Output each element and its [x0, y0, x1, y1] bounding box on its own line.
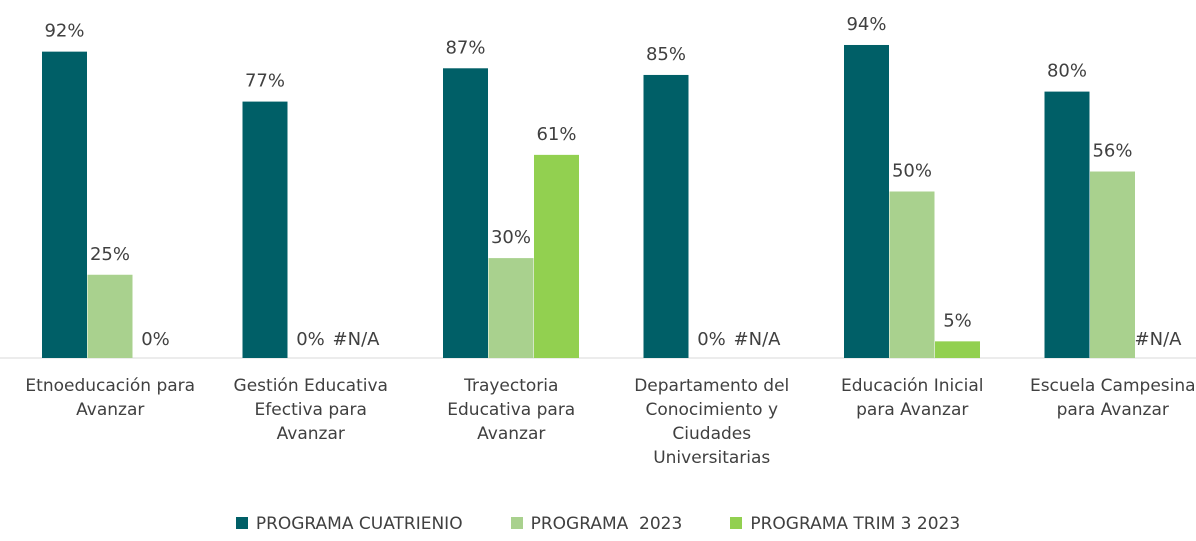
data-label: 50% [892, 161, 932, 182]
data-label: 0% [296, 329, 325, 350]
data-label: #N/A [333, 329, 381, 350]
bar [42, 51, 87, 358]
x-tick-label: Etnoeducación para Avanzar [25, 376, 196, 420]
data-label: 30% [491, 227, 531, 248]
x-tick-label: Gestión Educativa Efectiva para Avanzar [233, 376, 388, 444]
data-label: 77% [245, 71, 285, 92]
data-label: 80% [1047, 61, 1087, 82]
data-label: 0% [141, 329, 170, 350]
data-label: 94% [846, 14, 886, 35]
x-tick-label: Escuela Campesina para Avanzar [1029, 376, 1196, 420]
bar [534, 154, 579, 358]
data-label: 56% [1092, 141, 1132, 162]
legend-item: PROGRAMA 2023 [510, 514, 683, 534]
data-label: 61% [536, 124, 576, 145]
legend: PROGRAMA CUATRIENIO PROGRAMA 2023 PROGRAMA… [0, 514, 1196, 534]
data-label: 87% [445, 37, 485, 58]
legend-swatch [730, 517, 743, 529]
data-label: 85% [646, 44, 686, 65]
bar [935, 341, 980, 358]
bar [844, 44, 889, 358]
legend-item: PROGRAMA TRIM 3 2023 [730, 514, 960, 534]
bar [242, 101, 288, 358]
legend-label: PROGRAMA CUATRIENIO [255, 514, 463, 534]
bar [443, 68, 488, 358]
data-label: #N/A [734, 329, 782, 350]
x-tick-label: Departamento del Conocimiento y Ciudades… [634, 376, 790, 468]
bar [1044, 91, 1090, 358]
bar [488, 258, 534, 358]
legend-item: PROGRAMA CUATRIENIO [235, 514, 463, 534]
bar [87, 274, 133, 358]
bar [643, 74, 689, 358]
legend-swatch [235, 517, 248, 529]
data-label: 5% [943, 310, 972, 331]
x-tick-label: Educación Inicial para Avanzar [841, 376, 984, 420]
data-label: 25% [90, 244, 130, 265]
bar [889, 191, 935, 358]
legend-label: PROGRAMA 2023 [530, 514, 683, 534]
legend-label: PROGRAMA TRIM 3 2023 [750, 514, 961, 534]
bar [1090, 171, 1135, 358]
data-label: 92% [44, 21, 84, 42]
x-tick-label: Trayectoria Educativa para Avanzar [447, 376, 576, 444]
data-label: #N/A [1135, 329, 1183, 350]
data-label: 0% [697, 329, 726, 350]
legend-swatch [510, 517, 523, 529]
